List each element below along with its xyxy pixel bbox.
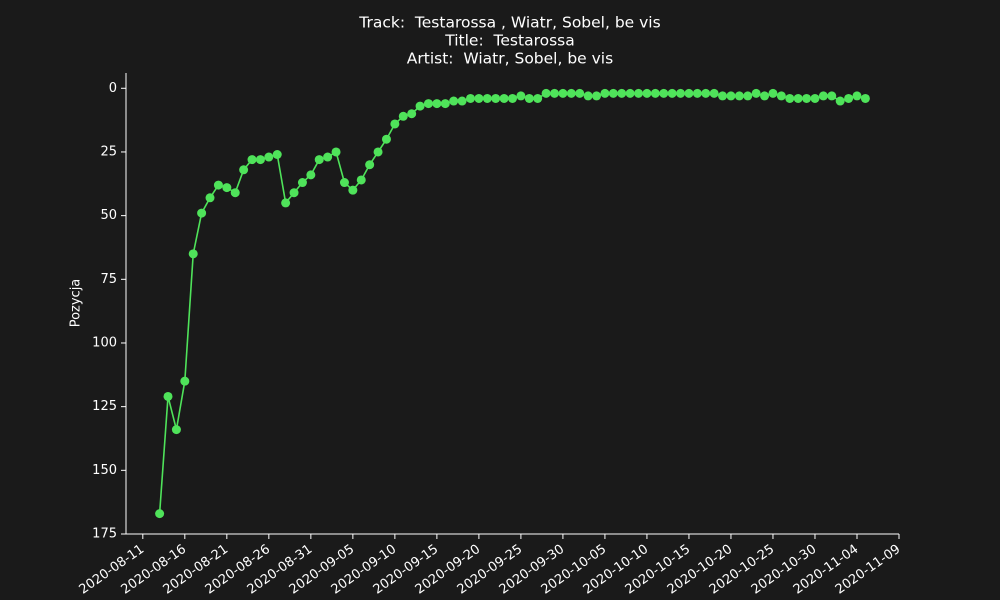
marker [289,188,299,198]
marker [583,91,593,101]
marker [297,178,307,188]
marker [642,88,652,98]
marker [566,88,576,98]
marker [776,91,786,101]
marker [499,93,509,103]
marker [634,88,644,98]
marker [171,425,181,435]
marker [793,93,803,103]
marker [785,93,795,103]
marker [810,93,820,103]
marker [659,88,669,98]
y-tick-label: 125 [92,399,117,414]
marker [432,99,442,109]
marker [239,165,249,175]
marker [306,170,316,180]
y-tick-label: 100 [92,335,117,350]
marker [491,93,501,103]
marker [323,152,333,162]
marker [667,88,677,98]
marker [449,96,459,106]
marker [348,185,358,195]
marker [272,150,282,160]
y-tick-label: 150 [92,463,117,478]
marker [818,91,828,101]
marker [550,88,560,98]
marker [533,93,543,103]
y-tick-label: 175 [92,527,117,542]
marker [844,93,854,103]
marker [860,93,870,103]
marker [734,91,744,101]
marker [835,96,845,106]
marker [398,111,408,121]
marker [230,188,240,198]
marker [457,96,467,106]
marker [255,155,265,165]
marker [692,88,702,98]
marker [163,391,173,401]
marker [575,88,585,98]
marker [465,93,475,103]
marker [600,88,610,98]
chart-title: Track: Testarossa , Wiatr, Sobel, be vis [358,14,660,32]
marker [222,183,232,193]
marker [331,147,341,157]
marker [281,198,291,208]
marker [356,175,366,185]
marker [407,109,417,119]
marker [650,88,660,98]
marker [415,101,425,111]
marker [247,155,257,165]
marker [365,160,375,170]
marker [751,88,761,98]
marker [390,119,400,129]
marker [676,88,686,98]
marker [718,91,728,101]
marker [625,88,635,98]
marker [617,88,627,98]
marker [516,91,526,101]
marker [760,91,770,101]
marker [381,134,391,144]
marker [768,88,778,98]
y-tick-label: 0 [109,81,117,96]
marker [558,88,568,98]
marker [541,88,551,98]
y-axis-label: Pozycja [69,279,84,328]
marker [155,509,165,519]
marker [188,249,198,259]
marker [701,88,711,98]
marker [684,88,694,98]
y-tick-label: 75 [100,272,117,287]
marker [508,93,517,103]
marker [743,91,753,101]
marker [314,155,324,165]
chart-title: Title: Testarossa [444,32,574,50]
marker [264,152,274,162]
marker [709,88,719,98]
marker [205,193,215,203]
marker [482,93,492,103]
marker [524,93,534,103]
marker [827,91,837,101]
marker [802,93,812,103]
marker [474,93,484,103]
y-tick-label: 50 [100,208,117,223]
y-tick-label: 25 [100,144,117,159]
marker [180,376,190,386]
marker [726,91,736,101]
marker [339,178,349,188]
marker [440,99,450,109]
marker [592,91,602,101]
marker [423,99,433,109]
marker [213,180,223,190]
chart-title: Artist: Wiatr, Sobel, be vis [407,50,613,68]
marker [373,147,383,157]
marker [197,208,207,218]
marker [852,91,862,101]
marker [608,88,618,98]
